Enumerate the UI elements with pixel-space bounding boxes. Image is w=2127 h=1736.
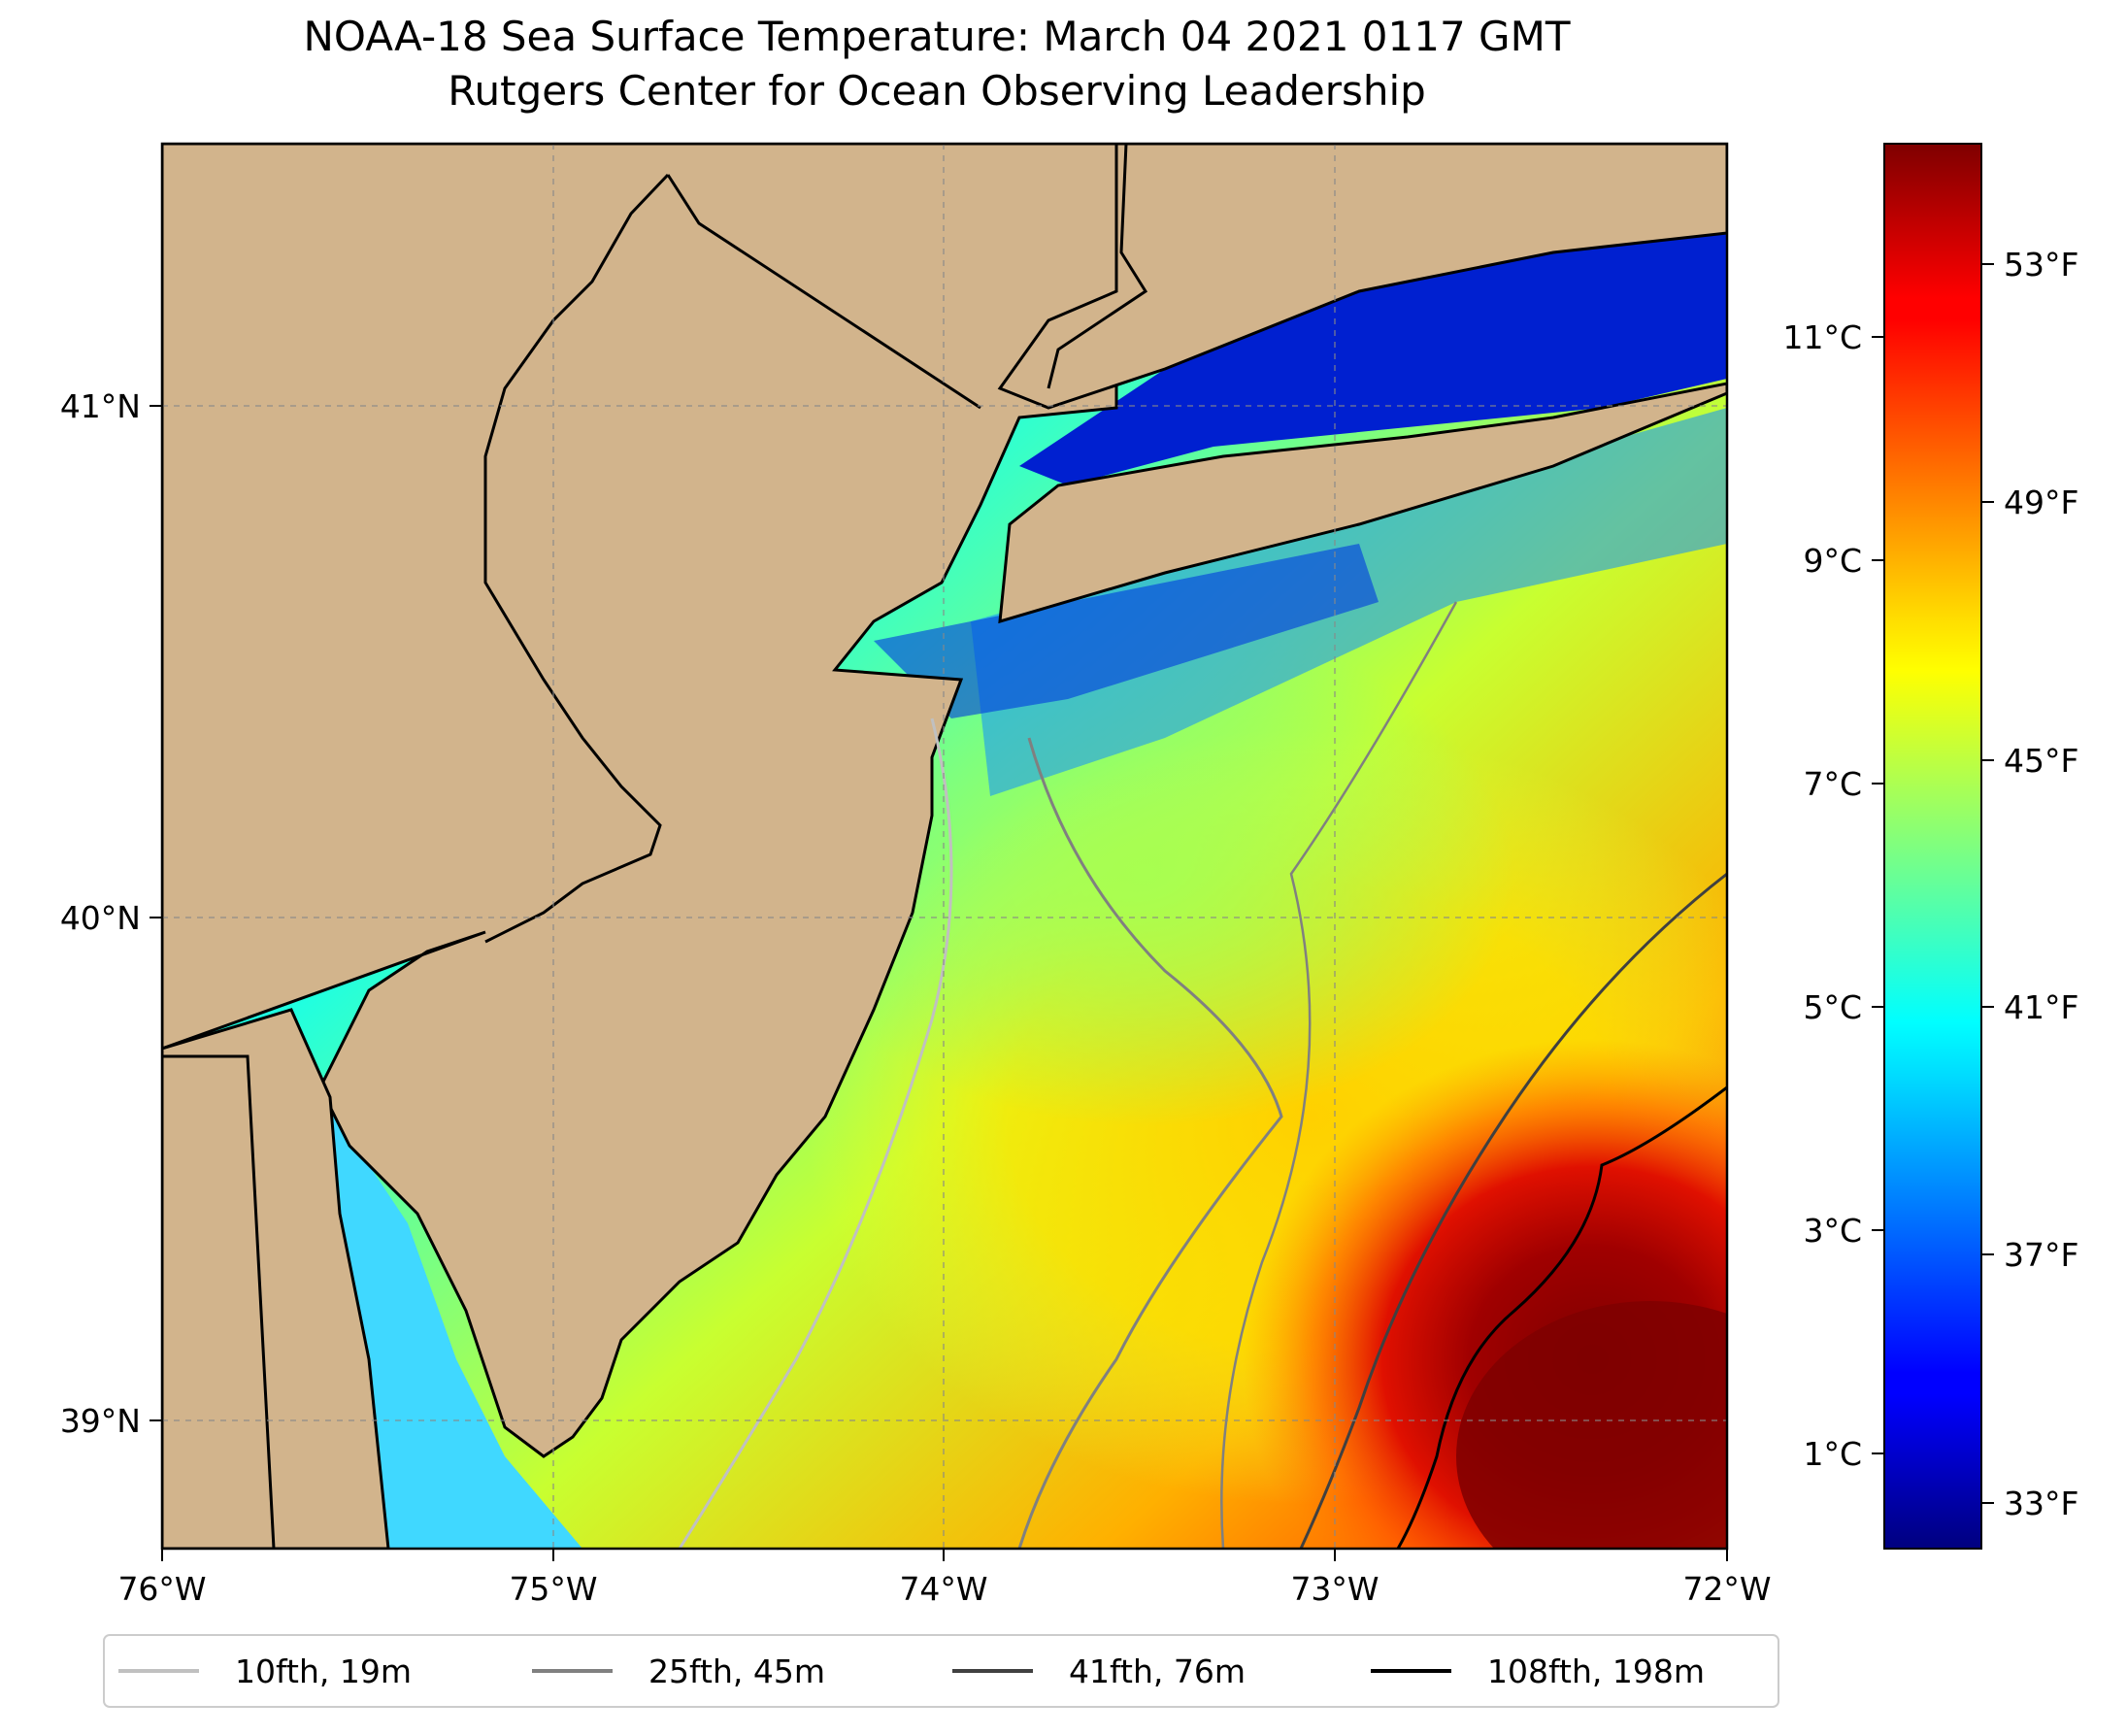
lat-tick-label: 41°N [60, 387, 141, 425]
state-boundary-de-md [162, 1054, 276, 1549]
legend-box [103, 1634, 1779, 1708]
lon-tick-label: 73°W [1290, 1570, 1379, 1608]
lon-tick-label: 76°W [117, 1570, 206, 1608]
legend-label: 108fth, 198m [1487, 1653, 1705, 1690]
sst-mid-zone [777, 621, 1514, 1126]
map-gridlines [162, 144, 1727, 1549]
land-long-island [998, 382, 1727, 624]
colorbar-c-label: 1°C [1803, 1435, 1862, 1473]
isobath-legend: 10fth, 19m 25fth, 45m 41fth, 76m 108fth,… [103, 1634, 1779, 1708]
colorbar-c-label: 5°C [1803, 988, 1862, 1026]
colorbar-f-label: 37°F [2004, 1236, 2078, 1274]
lat-tick-label: 39°N [60, 1402, 141, 1440]
lon-axis: 76°W 75°W 74°W 73°W 72°W [117, 1549, 1772, 1608]
land-new-york [997, 144, 1727, 410]
legend-label: 10fth, 19m [235, 1653, 412, 1690]
sst-cold-nearshore [874, 544, 1379, 718]
isobath-45m [1017, 737, 1283, 1549]
sst-hot-spot [1456, 1301, 1727, 1549]
isobath-45m-outer [1220, 601, 1458, 1549]
colorbar-fahrenheit-axis: 53°F 49°F 45°F 41°F 37°F 33°F [1981, 246, 2078, 1522]
map-panel [162, 144, 1727, 1549]
legend-label: 25fth, 45m [648, 1653, 825, 1690]
colorbar-f-label: 41°F [2004, 988, 2078, 1026]
legend-label: 41fth, 76m [1069, 1653, 1246, 1690]
title-line-2: Rutgers Center for Ocean Observing Leade… [448, 67, 1426, 115]
colorbar [1883, 143, 1982, 1550]
isobath-198m [1396, 1085, 1727, 1549]
title-line-1: NOAA-18 Sea Surface Temperature: March 0… [304, 13, 1571, 60]
colorbar-celsius-axis: 11°C 9°C 7°C 5°C 3°C 1°C [1782, 318, 1884, 1473]
colorbar-f-label: 53°F [2004, 246, 2078, 284]
colorbar-f-label: 45°F [2004, 742, 2078, 780]
lat-axis: 41°N 40°N 39°N [60, 387, 162, 1440]
colorbar-f-label: 49°F [2004, 484, 2078, 521]
delaware-river-boundary [483, 173, 670, 944]
sst-delaware-bay [330, 1107, 582, 1549]
isobath-76m [1299, 872, 1727, 1549]
lon-tick-label: 75°W [509, 1570, 597, 1608]
land-delaware [162, 1008, 390, 1549]
sst-long-island-sound [1019, 233, 1727, 485]
colorbar-f-label: 33°F [2004, 1485, 2078, 1522]
lon-tick-label: 74°W [899, 1570, 987, 1608]
isobath-19m [678, 718, 953, 1549]
colorbar-c-label: 3°C [1803, 1212, 1862, 1250]
colorbar-c-label: 7°C [1803, 765, 1862, 803]
state-boundary-ny-ct [1047, 144, 1148, 389]
lon-tick-label: 72°W [1682, 1570, 1771, 1608]
lat-tick-label: 40°N [60, 899, 141, 937]
state-boundary-nj-ny [666, 174, 981, 410]
colorbar-c-label: 11°C [1782, 318, 1862, 356]
colorbar-c-label: 9°C [1803, 542, 1862, 580]
